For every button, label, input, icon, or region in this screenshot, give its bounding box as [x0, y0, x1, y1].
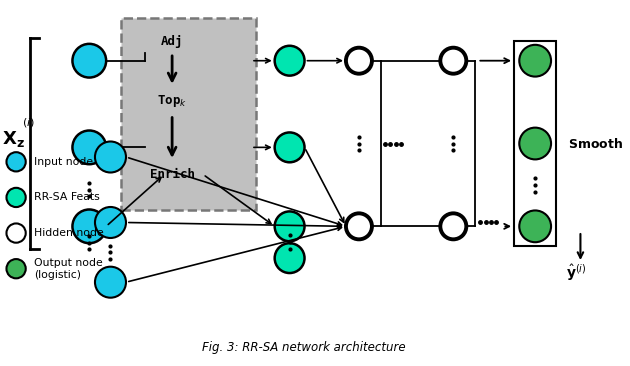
Circle shape	[72, 131, 106, 164]
Circle shape	[95, 142, 126, 172]
Circle shape	[6, 259, 26, 278]
Circle shape	[72, 209, 106, 243]
Text: Input node: Input node	[35, 157, 93, 167]
Text: $\mathbf{X_z}$: $\mathbf{X_z}$	[2, 129, 25, 149]
Circle shape	[440, 213, 466, 239]
Text: RR-SA Feats: RR-SA Feats	[35, 193, 100, 202]
Text: Top$_k$: Top$_k$	[157, 93, 187, 109]
Text: Adj: Adj	[161, 35, 183, 48]
Circle shape	[6, 188, 26, 207]
Text: Fig. 3: RR-SA network architecture: Fig. 3: RR-SA network architecture	[202, 341, 406, 354]
Circle shape	[72, 44, 106, 78]
Text: $\bf{Smooth}$: $\bf{Smooth}$	[568, 137, 623, 150]
Circle shape	[519, 128, 551, 160]
FancyBboxPatch shape	[121, 18, 256, 210]
Circle shape	[440, 48, 466, 74]
Bar	[514, 41, 556, 246]
Text: $\hat{\mathbf{y}}^{(i)}$: $\hat{\mathbf{y}}^{(i)}$	[566, 262, 587, 283]
Circle shape	[95, 207, 126, 238]
Text: $(i)$: $(i)$	[22, 116, 35, 129]
Circle shape	[275, 132, 304, 162]
Circle shape	[6, 224, 26, 243]
Circle shape	[275, 46, 304, 76]
Circle shape	[519, 210, 551, 242]
Text: Hidden node: Hidden node	[35, 228, 104, 238]
Circle shape	[6, 152, 26, 171]
Circle shape	[346, 213, 372, 239]
Circle shape	[275, 212, 304, 241]
Circle shape	[95, 267, 126, 298]
Text: Output node
(logistic): Output node (logistic)	[35, 258, 103, 280]
Circle shape	[519, 45, 551, 76]
Circle shape	[346, 48, 372, 74]
Circle shape	[275, 243, 304, 273]
Text: Enrich: Enrich	[149, 168, 195, 181]
